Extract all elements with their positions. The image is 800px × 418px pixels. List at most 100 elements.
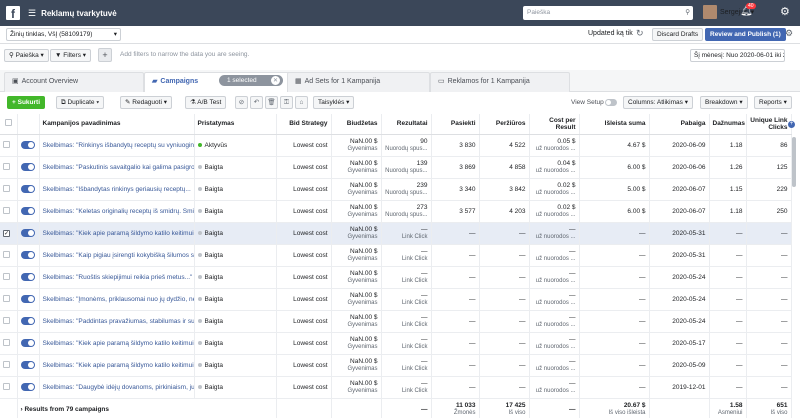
table-row[interactable]: Skelbimas: "Ruoštis skiepijimui reikia p… (0, 266, 792, 289)
undo-icon[interactable]: ↶ (250, 96, 263, 109)
on-off-toggle[interactable] (20, 207, 35, 215)
on-off-toggle[interactable] (20, 185, 35, 193)
row-checkbox[interactable] (0, 310, 18, 333)
column-header-frequency[interactable]: Dažnumas (709, 114, 747, 135)
row-toggle[interactable] (17, 200, 40, 223)
column-header-impressions[interactable]: Peržiūros (479, 114, 530, 135)
review-publish-button[interactable]: Review and Publish (1) (705, 28, 786, 41)
row-toggle[interactable] (17, 332, 40, 355)
menu-icon[interactable]: ☰ (28, 7, 37, 18)
row-checkbox[interactable]: ✓ (0, 222, 18, 245)
table-row[interactable]: Skelbimas: "Įmonėms, priklausomai nuo jų… (0, 288, 792, 311)
facebook-logo-icon[interactable]: f (6, 6, 20, 20)
row-checkbox[interactable] (0, 354, 18, 377)
campaign-name-link[interactable]: Skelbimas: "Kiek apie paramą šildymo kat… (39, 222, 195, 245)
select-all-checkbox[interactable] (0, 114, 18, 135)
on-off-toggle[interactable] (20, 317, 35, 325)
row-toggle[interactable] (17, 244, 40, 267)
refresh-icon[interactable]: ↻ (636, 28, 644, 38)
campaign-name-link[interactable]: Skelbimas: "Daugybė idėjų dovanoms, pirk… (39, 376, 195, 399)
trash-icon[interactable]: 🗑︎ (265, 96, 278, 109)
filters-dropdown[interactable]: ▼ Filters ▾ (50, 49, 92, 62)
column-header-results[interactable]: Rezultatai (381, 114, 432, 135)
campaign-name-link[interactable]: Skelbimas: "Įmonėms, priklausomai nuo jų… (39, 288, 195, 311)
campaign-name-link[interactable]: Skelbimas: "Paddintas pravažiumas, stabi… (39, 310, 195, 333)
row-checkbox[interactable] (0, 244, 18, 267)
campaign-name-link[interactable]: Skelbimas: "Kiek apie paramą šildymo kat… (39, 354, 195, 377)
row-checkbox[interactable] (0, 134, 18, 157)
row-toggle[interactable] (17, 178, 40, 201)
add-filter-plus-icon[interactable]: + (98, 48, 112, 62)
campaign-name-link[interactable]: Skelbimas: "Keletas originalių receptų i… (39, 200, 195, 223)
row-toggle[interactable] (17, 156, 40, 179)
view-setup-toggle[interactable] (605, 99, 617, 106)
row-checkbox[interactable] (0, 200, 18, 223)
row-toggle[interactable] (17, 288, 40, 311)
create-button[interactable]: + Sukurti (7, 96, 46, 109)
campaign-name-link[interactable]: Skelbimas: "Paskutinis savaitgalio kai g… (39, 156, 195, 179)
row-toggle[interactable] (17, 310, 40, 333)
columns-dropdown[interactable]: Columns: Atlikimas ▾ (623, 96, 693, 109)
campaign-name-link[interactable]: Skelbimas: "Rinkinys išbandytų receptų s… (39, 134, 195, 157)
selected-count-badge[interactable]: 1 selected (219, 75, 283, 86)
table-row[interactable]: Skelbimas: "Daugybė idėjų dovanoms, pirk… (0, 376, 792, 399)
table-row[interactable]: Skelbimas: "Keletas originalių receptų i… (0, 200, 792, 223)
tab-account-overview[interactable]: ▣ Account Overview (4, 72, 144, 92)
discard-icon[interactable]: ⊘ (235, 96, 248, 109)
lock-icon[interactable]: ⚿ (280, 96, 293, 109)
on-off-toggle[interactable] (20, 361, 35, 369)
reports-dropdown[interactable]: Reports ▾ (754, 96, 792, 109)
column-header-budget[interactable]: Biudžetas (331, 114, 382, 135)
discard-drafts-button[interactable]: Discard Drafts (652, 28, 704, 41)
settings-gear-icon[interactable]: ⚙ (785, 28, 794, 38)
notifications-bell-icon[interactable]: 🔔︎ (740, 6, 753, 17)
on-off-toggle[interactable] (20, 229, 35, 237)
row-checkbox[interactable] (0, 156, 18, 179)
vertical-scrollbar[interactable] (792, 137, 796, 187)
ab-test-button[interactable]: ⚗ A/B Test (185, 96, 227, 109)
on-off-toggle[interactable] (20, 163, 35, 171)
row-checkbox[interactable] (0, 266, 18, 289)
breakdown-dropdown[interactable]: Breakdown ▾ (700, 96, 748, 109)
table-row[interactable]: Skelbimas: "Kaip pigiau įsirengti kokybi… (0, 244, 792, 267)
row-checkbox[interactable] (0, 178, 18, 201)
on-off-toggle[interactable] (20, 339, 35, 347)
row-toggle[interactable] (17, 222, 40, 245)
rules-dropdown[interactable]: Taisyklės ▾ (313, 96, 355, 109)
on-off-toggle[interactable] (20, 273, 35, 281)
campaign-name-link[interactable]: Skelbimas: "Ruoštis skiepijimui reikia p… (39, 266, 195, 289)
row-toggle[interactable] (17, 134, 40, 157)
global-search-input[interactable]: Paieška ⚲ (523, 6, 693, 20)
column-header-bid-strategy[interactable]: Bid Strategy (276, 114, 332, 135)
column-header-amount-spent[interactable]: Išleista suma (579, 114, 650, 135)
campaign-name-link[interactable]: Skelbimas: "Išbandytas rinkinys geriausi… (39, 178, 195, 201)
column-header-delivery[interactable]: Pristatymas (194, 114, 277, 135)
row-checkbox[interactable] (0, 376, 18, 399)
tag-icon[interactable]: ⌂ (295, 96, 308, 109)
campaign-name-link[interactable]: Skelbimas: "Kiek apie paramą šildymo kat… (39, 332, 195, 355)
table-row[interactable]: Skelbimas: "Kiek apie paramą šildymo kat… (0, 332, 792, 355)
column-header-name[interactable]: Kampanijos pavadinimas (39, 114, 195, 135)
account-selector[interactable]: Žinių tinklas, VšĮ (58109179) ▾ (6, 28, 121, 41)
search-dropdown[interactable]: ⚲ Paieška ▾ (4, 49, 49, 62)
tab-ad-sets[interactable]: ▦ Ad Sets for 1 Kampanija (287, 72, 430, 92)
clear-selection-icon[interactable]: ✕ (270, 75, 281, 86)
table-row[interactable]: Skelbimas: "Paddintas pravažiumas, stabi… (0, 310, 792, 333)
table-row[interactable]: Skelbimas: "Paskutinis savaitgalio kai g… (0, 156, 792, 179)
on-off-toggle[interactable] (20, 295, 35, 303)
user-menu[interactable]: Sergejus ▾ (703, 5, 754, 19)
row-checkbox[interactable] (0, 288, 18, 311)
table-row[interactable]: Skelbimas: "Išbandytas rinkinys geriausi… (0, 178, 792, 201)
row-toggle[interactable] (17, 354, 40, 377)
table-row[interactable]: Skelbimas: "Kiek apie paramą šildymo kat… (0, 354, 792, 377)
column-header-cost-per-result[interactable]: Cost per Result (529, 114, 580, 135)
campaign-name-link[interactable]: Skelbimas: "Kaip pigiau įsirengti kokybi… (39, 244, 195, 267)
date-range-picker[interactable]: Šį mėnesį: Nuo 2020-06-01 iki 2020-06-..… (690, 49, 785, 62)
row-toggle[interactable] (17, 266, 40, 289)
column-header-unique-link-clicks[interactable]: Unique Link Clicks (746, 114, 792, 135)
column-header-reach[interactable]: Pasiekti (431, 114, 480, 135)
filter-input[interactable]: Add filters to narrow the data you are s… (120, 51, 250, 58)
edit-button[interactable]: ✎ Redaguoti ▾ (120, 96, 172, 109)
tab-ads[interactable]: ▭ Reklamos for 1 Kampanija (430, 72, 570, 92)
on-off-toggle[interactable] (20, 251, 35, 259)
